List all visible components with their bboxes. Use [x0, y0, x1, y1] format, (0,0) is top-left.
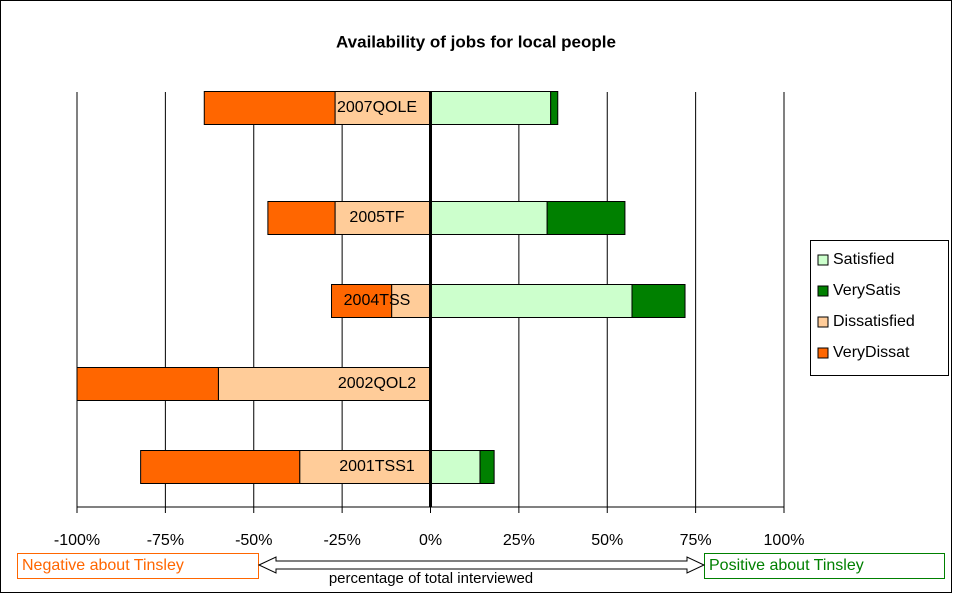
x-tick-label: -100%: [54, 532, 100, 549]
bar: [430, 201, 548, 235]
x-tick-label: 0%: [419, 532, 442, 549]
category-label: 2005TF: [349, 209, 404, 226]
x-tick-label: 75%: [680, 532, 712, 549]
bar: [203, 91, 336, 125]
x-tick-label: 50%: [591, 532, 623, 549]
bar: [546, 201, 626, 235]
x-tick-label: -50%: [235, 532, 272, 549]
category-label: 2007QOLE: [337, 99, 417, 116]
x-tick-label: 25%: [503, 532, 535, 549]
bar: [299, 450, 431, 484]
bar: [267, 201, 336, 235]
positive-annotation: Positive about Tinsley: [709, 557, 864, 574]
chart-title: Availability of jobs for local people: [336, 32, 616, 51]
negative-box: [17, 553, 259, 579]
legend-swatch: [817, 347, 829, 359]
x-tick-label: -75%: [147, 532, 184, 549]
category-label: 2004TSS: [344, 292, 411, 309]
bar: [140, 450, 301, 484]
bar: [430, 91, 552, 125]
bar: [331, 284, 393, 318]
legend-label: Dissatisfied: [833, 313, 915, 330]
bar: [217, 367, 431, 401]
legend-box: [810, 240, 949, 376]
x-tick-label: 100%: [764, 532, 805, 549]
negative-annotation: Negative about Tinsley: [22, 557, 184, 574]
legend-label: VeryDissat: [833, 344, 910, 361]
x-tick-label: -25%: [323, 532, 360, 549]
category-label: 2001TSS1: [339, 458, 415, 475]
bar: [479, 450, 495, 484]
bar: [76, 367, 219, 401]
legend-label: Satisfied: [833, 251, 894, 268]
category-label: 2002QOL2: [338, 375, 416, 392]
bar: [430, 450, 481, 484]
bar: [631, 284, 686, 318]
positive-box: [704, 553, 945, 579]
bar: [334, 201, 431, 235]
legend-label: VerySatis: [833, 282, 901, 299]
bar: [550, 91, 559, 125]
legend-swatch: [817, 316, 829, 328]
legend-swatch: [817, 254, 829, 266]
x-axis-label: percentage of total interviewed: [329, 570, 533, 587]
double-arrow: [257, 556, 706, 574]
legend-swatch: [817, 285, 829, 297]
bar: [430, 284, 633, 318]
